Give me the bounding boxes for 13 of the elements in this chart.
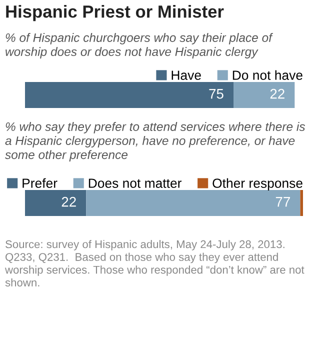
chart-subtitle: % who say they prefer to attend services where there is a Hispanic clergyperson, have no preference, or have some other preference <box>5 122 306 162</box>
legend-label: Prefer <box>22 178 58 188</box>
chart-subtitle: % of Hispanic churchgoers who say their place of worship does or does not have Hispanic clergy <box>6 33 274 58</box>
data-label: 22 <box>62 196 76 207</box>
legend-label: Have <box>172 70 201 80</box>
legend-label: Do not have <box>232 70 302 80</box>
data-label: 75 <box>209 89 224 99</box>
legend-label: Other response <box>212 178 302 191</box>
data-label: 22 <box>270 88 284 99</box>
chart-title: Hispanic Priest or Minister <box>6 5 224 22</box>
data-label: 77 <box>276 197 290 207</box>
source-note: Source: survey of Hispanic adults, May 24-July 28, 2013. Q233, Q231. Based on those who say they ever attend worship services. Those who responded “don’t know” are not shown. <box>4 240 304 286</box>
legend-label: Does not matter <box>88 178 182 188</box>
